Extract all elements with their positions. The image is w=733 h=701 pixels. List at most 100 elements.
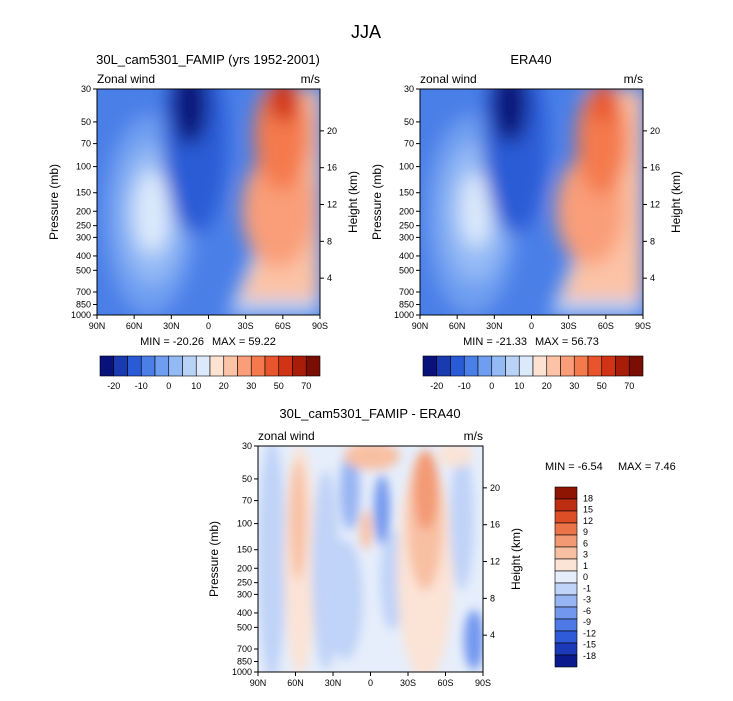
minmax-label: MIN = -21.33 MAX = 56.73 (463, 336, 599, 348)
y-tick-label: 500 (76, 265, 91, 275)
heatmap-field (97, 89, 320, 315)
y-tick-label: 500 (237, 622, 252, 632)
x-tick-label: 60N (287, 678, 304, 688)
colorbar-swatch (250, 355, 266, 377)
colorbar-swatch (546, 355, 561, 377)
colorbar-swatch (554, 594, 578, 608)
colorbar-swatch (573, 355, 589, 377)
colorbar-tick-label: 1 (583, 561, 588, 571)
colorbar-tick-label: 10 (191, 381, 201, 391)
colorbar-swatch (491, 355, 506, 377)
y-right-tick-label: 20 (490, 483, 500, 493)
y-right-tick-label: 8 (650, 236, 655, 246)
x-tick-label: 30S (238, 321, 254, 331)
colorbar-tick-label: 12 (583, 516, 593, 526)
y-tick-label: 400 (237, 608, 252, 618)
colorbar-swatch (140, 355, 156, 377)
colorbar-swatch (554, 534, 578, 548)
y-right-tick-label: 8 (490, 593, 495, 603)
colorbar-swatch (615, 355, 630, 377)
colorbar-tick-label: 9 (583, 527, 588, 537)
y-tick-label: 250 (399, 221, 414, 231)
colorbar-tick-label: 0 (166, 381, 171, 391)
y-tick-label: 100 (237, 519, 252, 529)
heatmap-field (258, 446, 483, 672)
colorbar-swatch (554, 582, 578, 596)
x-tick-label: 30N (486, 321, 503, 331)
colorbar-swatch (554, 486, 578, 500)
colorbar-swatch (463, 355, 479, 377)
y-tick-label: 100 (399, 162, 414, 172)
y-tick-label: 250 (237, 578, 252, 588)
units-label: m/s (624, 72, 643, 86)
colorbar-tick-label: 3 (583, 550, 588, 560)
variable-label: zonal wind (420, 72, 477, 86)
x-tick-label: 90S (635, 321, 651, 331)
colorbar-swatch (554, 606, 578, 620)
colorbar-swatch (182, 355, 197, 377)
colorbar-tick-label: 20 (542, 381, 552, 391)
colorbar-swatch (554, 630, 578, 644)
y-axis-right-label: Height (km) (346, 171, 360, 233)
y-tick-label: 70 (81, 139, 91, 149)
colorbar-swatch (554, 498, 578, 512)
max-label: MAX = 56.73 (535, 336, 599, 348)
y-tick-label: 700 (76, 287, 91, 297)
colorbar-swatch (195, 355, 211, 377)
x-tick-label: 90S (475, 678, 491, 688)
x-tick-label: 60N (449, 321, 466, 331)
colorbar-tick-label: 0 (583, 572, 588, 582)
colorbar-swatch (532, 355, 548, 377)
x-tick-label: 90S (312, 321, 328, 331)
colorbar-tick-label: 50 (274, 381, 284, 391)
colorbar-tick-label: 70 (624, 381, 634, 391)
figure-title: JJA (351, 22, 381, 42)
y-tick-label: 300 (399, 232, 414, 242)
y-right-tick-label: 16 (650, 163, 660, 173)
y-right-tick-label: 12 (490, 557, 500, 567)
colorbar-swatch (628, 355, 644, 377)
colorbar-swatch (554, 618, 578, 632)
min-label: MIN = -6.54 (545, 461, 603, 473)
colorbar-tick-label: 30 (569, 381, 579, 391)
colorbar-tick-label: 15 (583, 505, 593, 515)
y-tick-label: 200 (399, 206, 414, 216)
y-right-tick-label: 4 (490, 630, 495, 640)
y-right-tick-label: 12 (650, 200, 660, 210)
y-tick-label: 50 (81, 117, 91, 127)
colorbar-swatch (601, 355, 616, 377)
y-tick-label: 70 (242, 496, 252, 506)
y-tick-label: 1000 (71, 310, 91, 320)
panel-title: 30L_cam5301_FAMIP (yrs 1952-2001) (96, 52, 320, 67)
colorbar-swatch (554, 654, 578, 668)
y-axis-label: Pressure (mb) (207, 521, 221, 597)
colorbar-swatch (505, 355, 520, 377)
colorbar-swatch (554, 642, 578, 656)
colorbar-swatch (560, 355, 575, 377)
y-tick-label: 400 (399, 251, 414, 261)
colorbar-swatch (554, 570, 578, 584)
x-tick-label: 90N (89, 321, 106, 331)
colorbar-swatch (587, 355, 603, 377)
x-tick-label: 0 (529, 321, 534, 331)
colorbar-tick-label: -10 (135, 381, 148, 391)
minmax-label: MIN = -20.26 MAX = 59.22 (140, 336, 276, 348)
y-right-tick-label: 8 (327, 236, 332, 246)
min-label: MIN = -21.33 (463, 336, 527, 348)
y-tick-label: 30 (81, 84, 91, 94)
y-right-tick-label: 20 (650, 126, 660, 136)
y-tick-label: 1000 (394, 310, 414, 320)
y-tick-label: 700 (237, 644, 252, 654)
y-tick-label: 30 (404, 84, 414, 94)
x-tick-label: 0 (368, 678, 373, 688)
colorbar-tick-label: -6 (583, 606, 591, 616)
colorbar-swatch (237, 355, 252, 377)
colorbar-tick-label: 6 (583, 538, 588, 548)
y-axis-right-label: Height (km) (509, 528, 523, 590)
y-tick-label: 50 (242, 474, 252, 484)
colorbar-swatch (264, 355, 280, 377)
y-right-tick-label: 4 (650, 273, 655, 283)
colorbar-swatch (209, 355, 225, 377)
colorbar-swatch (477, 355, 493, 377)
